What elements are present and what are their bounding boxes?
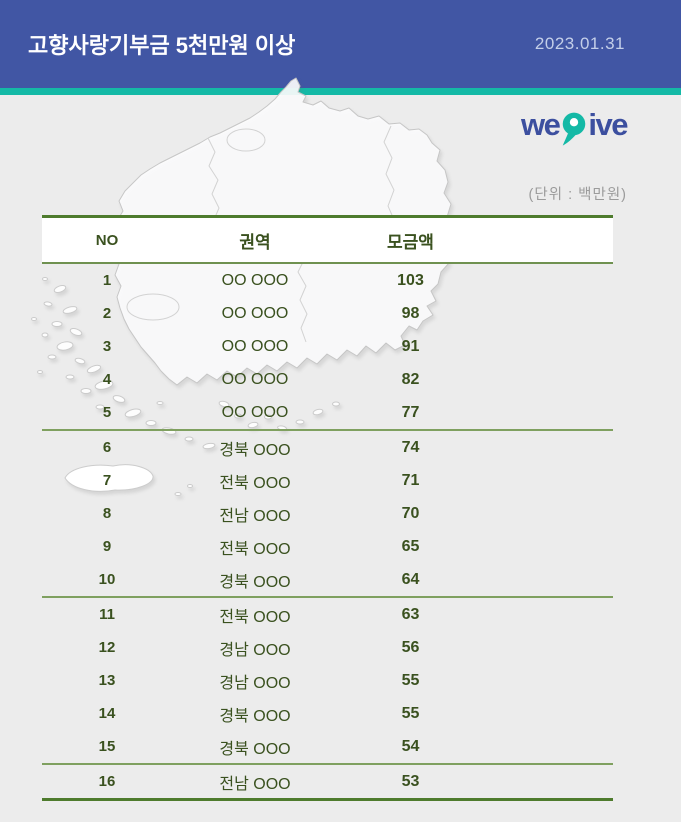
table-row: 14 경북 OOO 55 <box>42 697 613 730</box>
cell-amount: 82 <box>401 370 420 388</box>
table-row: 6 경북 OOO 74 <box>42 431 613 464</box>
cell-no: 7 <box>102 472 112 489</box>
table-row: 15 경북 OOO 54 <box>42 730 613 763</box>
cell-region: 경북 OOO <box>219 573 291 591</box>
cell-no: 14 <box>98 705 116 722</box>
table-bottom-border <box>42 798 613 801</box>
table-row: 10 경북 OOO 64 <box>42 563 613 596</box>
logo-text-ive: ive <box>588 107 628 142</box>
give-pin-icon <box>563 112 586 146</box>
cell-amount: 53 <box>401 772 420 790</box>
cell-region: 경북 OOO <box>219 441 291 459</box>
unit-label: (단위 : 백만원) <box>528 187 627 203</box>
cell-region: 전남 OOO <box>219 775 291 793</box>
cell-no: 11 <box>99 606 115 623</box>
cell-amount: 64 <box>401 570 420 588</box>
report-date: 2023.01.31 <box>534 34 625 53</box>
table-row: 13 경남 OOO 55 <box>42 664 613 697</box>
cell-region: 전남 OOO <box>219 507 291 525</box>
cell-amount: 74 <box>401 438 420 456</box>
cell-amount: 98 <box>401 304 420 322</box>
table-row: 2 OO OOO 98 <box>42 297 613 330</box>
cell-amount: 56 <box>401 638 420 656</box>
cell-no: 12 <box>98 639 116 656</box>
cell-region: 경남 OOO <box>219 674 291 692</box>
cell-region: OO OOO <box>221 304 289 322</box>
table-row: 7 전북 OOO 71 <box>42 464 613 497</box>
cell-no: 4 <box>102 371 112 388</box>
group-divider <box>42 763 613 765</box>
coastal-islands <box>31 277 340 496</box>
cell-no: 5 <box>102 404 112 421</box>
cell-no: 13 <box>98 672 116 689</box>
table-row: 1 OO OOO 103 <box>42 264 613 297</box>
table-body: 1 OO OOO 103 2 OO OOO 98 3 OO OOO 91 4 O… <box>42 264 613 798</box>
jeju-island <box>64 464 154 492</box>
cell-region: 전북 OOO <box>219 608 291 626</box>
cell-region: 경북 OOO <box>219 740 291 758</box>
table-row: 5 OO OOO 77 <box>42 396 613 429</box>
cell-no: 3 <box>102 338 112 355</box>
cell-no: 1 <box>102 272 112 289</box>
cell-amount: 63 <box>401 605 420 623</box>
column-header-no: NO <box>95 231 119 249</box>
column-header-amount: 모금액 <box>387 232 434 252</box>
cell-no: 15 <box>98 738 116 755</box>
table-row: 9 전북 OOO 65 <box>42 530 613 563</box>
cell-region: 경남 OOO <box>219 641 291 659</box>
page-title: 고향사랑기부금 5천만원 이상 <box>28 33 296 58</box>
header-banner: 고향사랑기부금 5천만원 이상 2023.01.31 <box>0 0 681 88</box>
cell-region: 전북 OOO <box>219 474 291 492</box>
column-header-region: 권역 <box>239 232 271 252</box>
cell-amount: 103 <box>397 271 424 289</box>
cell-amount: 77 <box>401 403 420 421</box>
table-row: 12 경남 OOO 56 <box>42 631 613 664</box>
table-row: 16 전남 OOO 53 <box>42 765 613 798</box>
cell-no: 16 <box>98 773 116 790</box>
cell-region: OO OOO <box>221 271 289 289</box>
table-row: 4 OO OOO 82 <box>42 363 613 396</box>
cell-amount: 71 <box>401 471 420 489</box>
table-header-row: NO 권역 모금액 <box>42 215 613 264</box>
table-row: 8 전남 OOO 70 <box>42 497 613 530</box>
cell-amount: 91 <box>401 337 420 355</box>
cell-no: 10 <box>98 571 116 588</box>
cell-no: 9 <box>102 538 112 555</box>
cell-region: OO OOO <box>221 403 289 421</box>
accent-stripe <box>0 88 681 95</box>
cell-amount: 65 <box>401 537 420 555</box>
cell-region: OO OOO <box>221 370 289 388</box>
logo-text-we: we <box>521 107 561 142</box>
cell-region: OO OOO <box>221 337 289 355</box>
cell-amount: 55 <box>401 671 420 689</box>
cell-no: 2 <box>102 305 112 322</box>
cell-no: 6 <box>102 439 112 456</box>
group-divider <box>42 429 613 431</box>
cell-amount: 55 <box>401 704 420 722</box>
ranking-table: NO 권역 모금액 1 OO OOO 103 2 OO OOO 98 3 OO … <box>42 215 613 801</box>
cell-amount: 54 <box>401 737 420 755</box>
table-row: 11 전북 OOO 63 <box>42 598 613 631</box>
table-row: 3 OO OOO 91 <box>42 330 613 363</box>
cell-amount: 70 <box>401 504 420 522</box>
group-divider <box>42 596 613 598</box>
wegive-logo: we ive <box>521 107 628 150</box>
cell-no: 8 <box>102 505 112 522</box>
cell-region: 전북 OOO <box>219 540 291 558</box>
cell-region: 경북 OOO <box>219 707 291 725</box>
